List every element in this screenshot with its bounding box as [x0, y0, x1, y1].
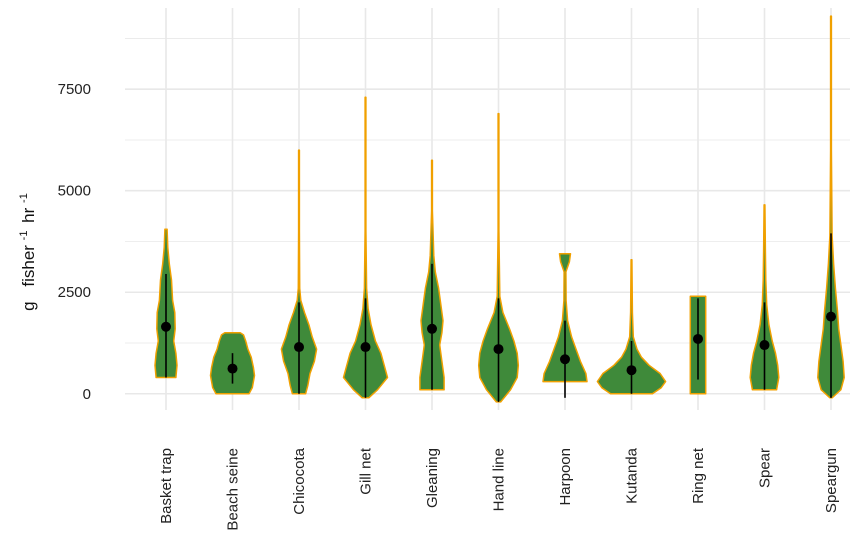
- violin-beach-seine: [209, 332, 256, 395]
- mean-point: [161, 321, 171, 332]
- y-tick-label: 0: [83, 386, 91, 403]
- x-tick-label: Chicocota: [291, 447, 308, 514]
- mean-point: [626, 365, 637, 376]
- x-tick-label: Spear: [757, 448, 774, 488]
- violin-kutanda: [596, 259, 667, 395]
- x-tick-label: Basket trap: [158, 448, 175, 524]
- x-tick-labels: Basket trap Beach seine Chicocota Gill net G…: [158, 447, 840, 530]
- violin-spear: [749, 204, 780, 391]
- x-tick-label: Kutanda: [624, 447, 641, 504]
- x-tick-label: Hand line: [491, 448, 508, 511]
- violin-chicocota: [280, 149, 318, 395]
- mean-point: [427, 323, 437, 334]
- x-tick-label: Harpoon: [557, 448, 574, 506]
- mean-point: [493, 344, 504, 355]
- mean-point: [294, 342, 304, 353]
- x-tick-label: Gleaning: [424, 448, 441, 508]
- violin-shape: [542, 252, 588, 383]
- violin-shape: [342, 96, 389, 399]
- violin-shape: [817, 15, 845, 399]
- violin-hand-line: [477, 112, 520, 403]
- mean-point: [693, 333, 703, 344]
- violin-shape: [477, 112, 520, 403]
- y-tick-label: 2500: [58, 284, 91, 301]
- x-tick-label: Gill net: [358, 447, 375, 495]
- violin-speargun: [817, 15, 845, 399]
- mean-point: [759, 340, 770, 351]
- violin-harpoon: [542, 252, 588, 398]
- mean-point: [360, 342, 371, 353]
- y-tick-label: 5000: [58, 183, 91, 200]
- violin-gill-net: [342, 96, 389, 399]
- mean-point: [227, 363, 238, 374]
- violin-shape: [749, 204, 780, 391]
- violin-ring-net: [689, 295, 707, 395]
- violin-shape: [280, 149, 318, 395]
- x-tick-label: Speargun: [823, 448, 840, 513]
- violin-basket-trap: [154, 228, 178, 379]
- violin-shape: [596, 259, 667, 395]
- y-tick-labels: 0 2500 5000 7500: [58, 81, 91, 403]
- y-tick-label: 7500: [58, 81, 91, 98]
- violin-gleaning: [419, 159, 445, 391]
- x-tick-label: Beach seine: [225, 448, 242, 531]
- mean-point: [826, 311, 836, 322]
- mean-point: [560, 354, 570, 365]
- x-tick-label: Ring net: [690, 447, 707, 504]
- y-axis-label: g fisher -1 hr -1: [12, 193, 38, 311]
- violins: [154, 15, 845, 403]
